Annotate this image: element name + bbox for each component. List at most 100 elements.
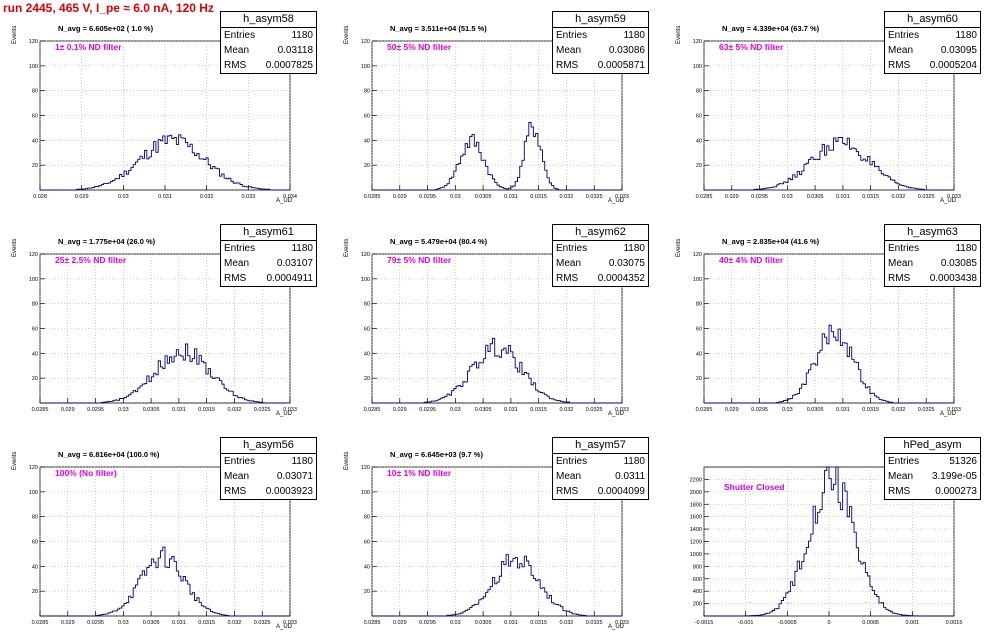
x-tick-label: 0.031 [504, 407, 518, 413]
stats-rms-label: RMS [224, 273, 247, 284]
y-tick-label: 100 [29, 490, 38, 496]
y-tick-label: 60 [364, 114, 370, 120]
x-tick-label: 0.0285 [364, 407, 381, 413]
stats-row-mean: Mean 0.03085 [885, 256, 980, 271]
filter-label: 100% (No filter) [55, 468, 117, 478]
y-tick-label: 60 [32, 327, 38, 333]
x-axis-label: A_UD [276, 624, 293, 630]
x-tick-label: 0.032 [560, 194, 574, 200]
stats-row-rms: RMS 0.0007825 [221, 58, 316, 73]
x-tick-label: 0.033 [947, 407, 961, 413]
stats-rms-value: 0.0003438 [929, 273, 977, 284]
stats-mean-value: 3.199e-05 [931, 471, 977, 482]
x-tick-label: 0.0315 [198, 407, 215, 413]
y-tick-label: 1600 [690, 515, 702, 521]
histogram-curve [372, 337, 622, 404]
y-tick-label: 80 [32, 89, 38, 95]
x-tick-label: 0.0295 [751, 194, 768, 200]
x-tick-label: 0.032 [560, 407, 574, 413]
x-tick-label: 0.031 [504, 194, 518, 200]
stats-mean-value: 0.03118 [277, 45, 313, 56]
x-tick-label: 0.032 [200, 194, 214, 200]
stats-title: h_asym59 [553, 12, 648, 28]
y-tick-label: 120 [29, 252, 38, 258]
stats-title: h_asym61 [221, 225, 316, 241]
y-tick-label: 120 [29, 465, 38, 471]
y-tick-label: 40 [696, 138, 702, 144]
y-tick-label: 80 [696, 302, 702, 308]
x-tick-label: 0.03 [450, 194, 461, 200]
x-tick-label: 0.031 [172, 620, 186, 626]
y-tick-label: 100 [361, 490, 370, 496]
stats-row-mean: Mean 0.03075 [553, 256, 648, 271]
filter-label: 79± 5% ND filter [387, 255, 452, 265]
x-tick-label: 0.0305 [143, 620, 160, 626]
stats-mean-value: 0.03085 [940, 258, 977, 269]
y-axis: 200 400 600 800 1000 1200 1400 1600 1800 2000 2200 [690, 477, 954, 608]
y-axis-label: Events [344, 238, 350, 257]
y-tick-label: 20 [32, 376, 38, 382]
x-tick-label: 0.0295 [419, 407, 436, 413]
y-tick-label: 100 [29, 64, 38, 70]
x-tick-label: 0.029 [61, 407, 75, 413]
x-tick-label: 0.0295 [87, 620, 104, 626]
y-tick-label: 60 [364, 327, 370, 333]
stats-title: hPed_asym [885, 438, 980, 454]
x-tick-label: 0.031 [158, 194, 172, 200]
stats-entries-label: Entries [888, 456, 920, 467]
stats-row-mean: Mean 0.03086 [553, 43, 648, 58]
stats-row-entries: Entries 1180 [885, 241, 980, 256]
y-tick-label: 60 [696, 114, 702, 120]
stats-rms-value: 0.0003923 [265, 486, 313, 497]
x-tick-label: 0.031 [836, 194, 850, 200]
y-tick-label: 80 [696, 89, 702, 95]
stats-mean-value: 0.03086 [608, 45, 645, 56]
stats-box: h_asym63 Entries 1180 Mean 0.03085 RMS 0.00034… [884, 224, 981, 287]
x-tick-label: 0.03 [782, 194, 793, 200]
y-tick-label: 80 [32, 515, 38, 521]
stats-mean-label: Mean [888, 258, 914, 269]
x-tick-label: 0.033 [947, 194, 961, 200]
y-axis: 20 40 60 80 100 120 [361, 465, 622, 595]
filter-label: 50± 5% ND filter [387, 42, 452, 52]
stats-entries-label: Entries [224, 30, 256, 41]
stats-row-entries: Entries 1180 [221, 28, 316, 43]
filter-label: Shutter Closed [724, 482, 785, 492]
y-tick-label: 20 [32, 589, 38, 595]
filter-label: 40± 4% ND filter [719, 255, 784, 265]
x-tick-label: 0.03 [118, 407, 129, 413]
x-tick-label: 0.029 [725, 407, 739, 413]
y-tick-label: 60 [32, 540, 38, 546]
y-axis-label: Events [676, 25, 682, 44]
x-tick-label: 0.0285 [696, 194, 713, 200]
stats-title: h_asym58 [221, 12, 316, 28]
x-tick-label: 0.032 [228, 620, 242, 626]
stats-mean-label: Mean [224, 258, 250, 269]
x-tick-label: 0.0325 [586, 620, 603, 626]
x-tick-label: 0.028 [33, 194, 47, 200]
x-tick-label: 0.031 [504, 620, 518, 626]
y-axis: 20 40 60 80 100 120 [29, 465, 290, 595]
x-tick-label: 0.032 [228, 407, 242, 413]
y-axis-label: Events [12, 238, 18, 257]
x-tick-label: 0.0285 [32, 620, 49, 626]
y-tick-label: 100 [29, 277, 38, 283]
y-tick-label: 40 [696, 351, 702, 357]
histogram-panel-h_asym57: 20 40 60 80 100 120 0.0285 0.029 0.0295 0.03 0.030… [332, 434, 660, 641]
stats-row-entries: Entries 51326 [885, 454, 980, 469]
filter-label: 63± 5% ND filter [719, 42, 784, 52]
y-tick-label: 800 [693, 564, 702, 570]
stats-mean-label: Mean [888, 471, 914, 482]
x-tick-label: 0.034 [283, 194, 297, 200]
x-tick-label: 0.0285 [696, 407, 713, 413]
y-tick-label: 80 [364, 302, 370, 308]
y-tick-label: 60 [364, 540, 370, 546]
stats-mean-value: 0.03107 [276, 258, 313, 269]
stats-entries-value: 1180 [955, 243, 977, 254]
stats-rms-label: RMS [888, 273, 911, 284]
y-axis-label: Events [676, 238, 682, 257]
y-axis: 20 40 60 80 100 120 [693, 39, 954, 169]
stats-row-entries: Entries 1180 [221, 454, 316, 469]
stats-mean-value: 0.03095 [940, 45, 977, 56]
histogram-curve [704, 466, 954, 617]
